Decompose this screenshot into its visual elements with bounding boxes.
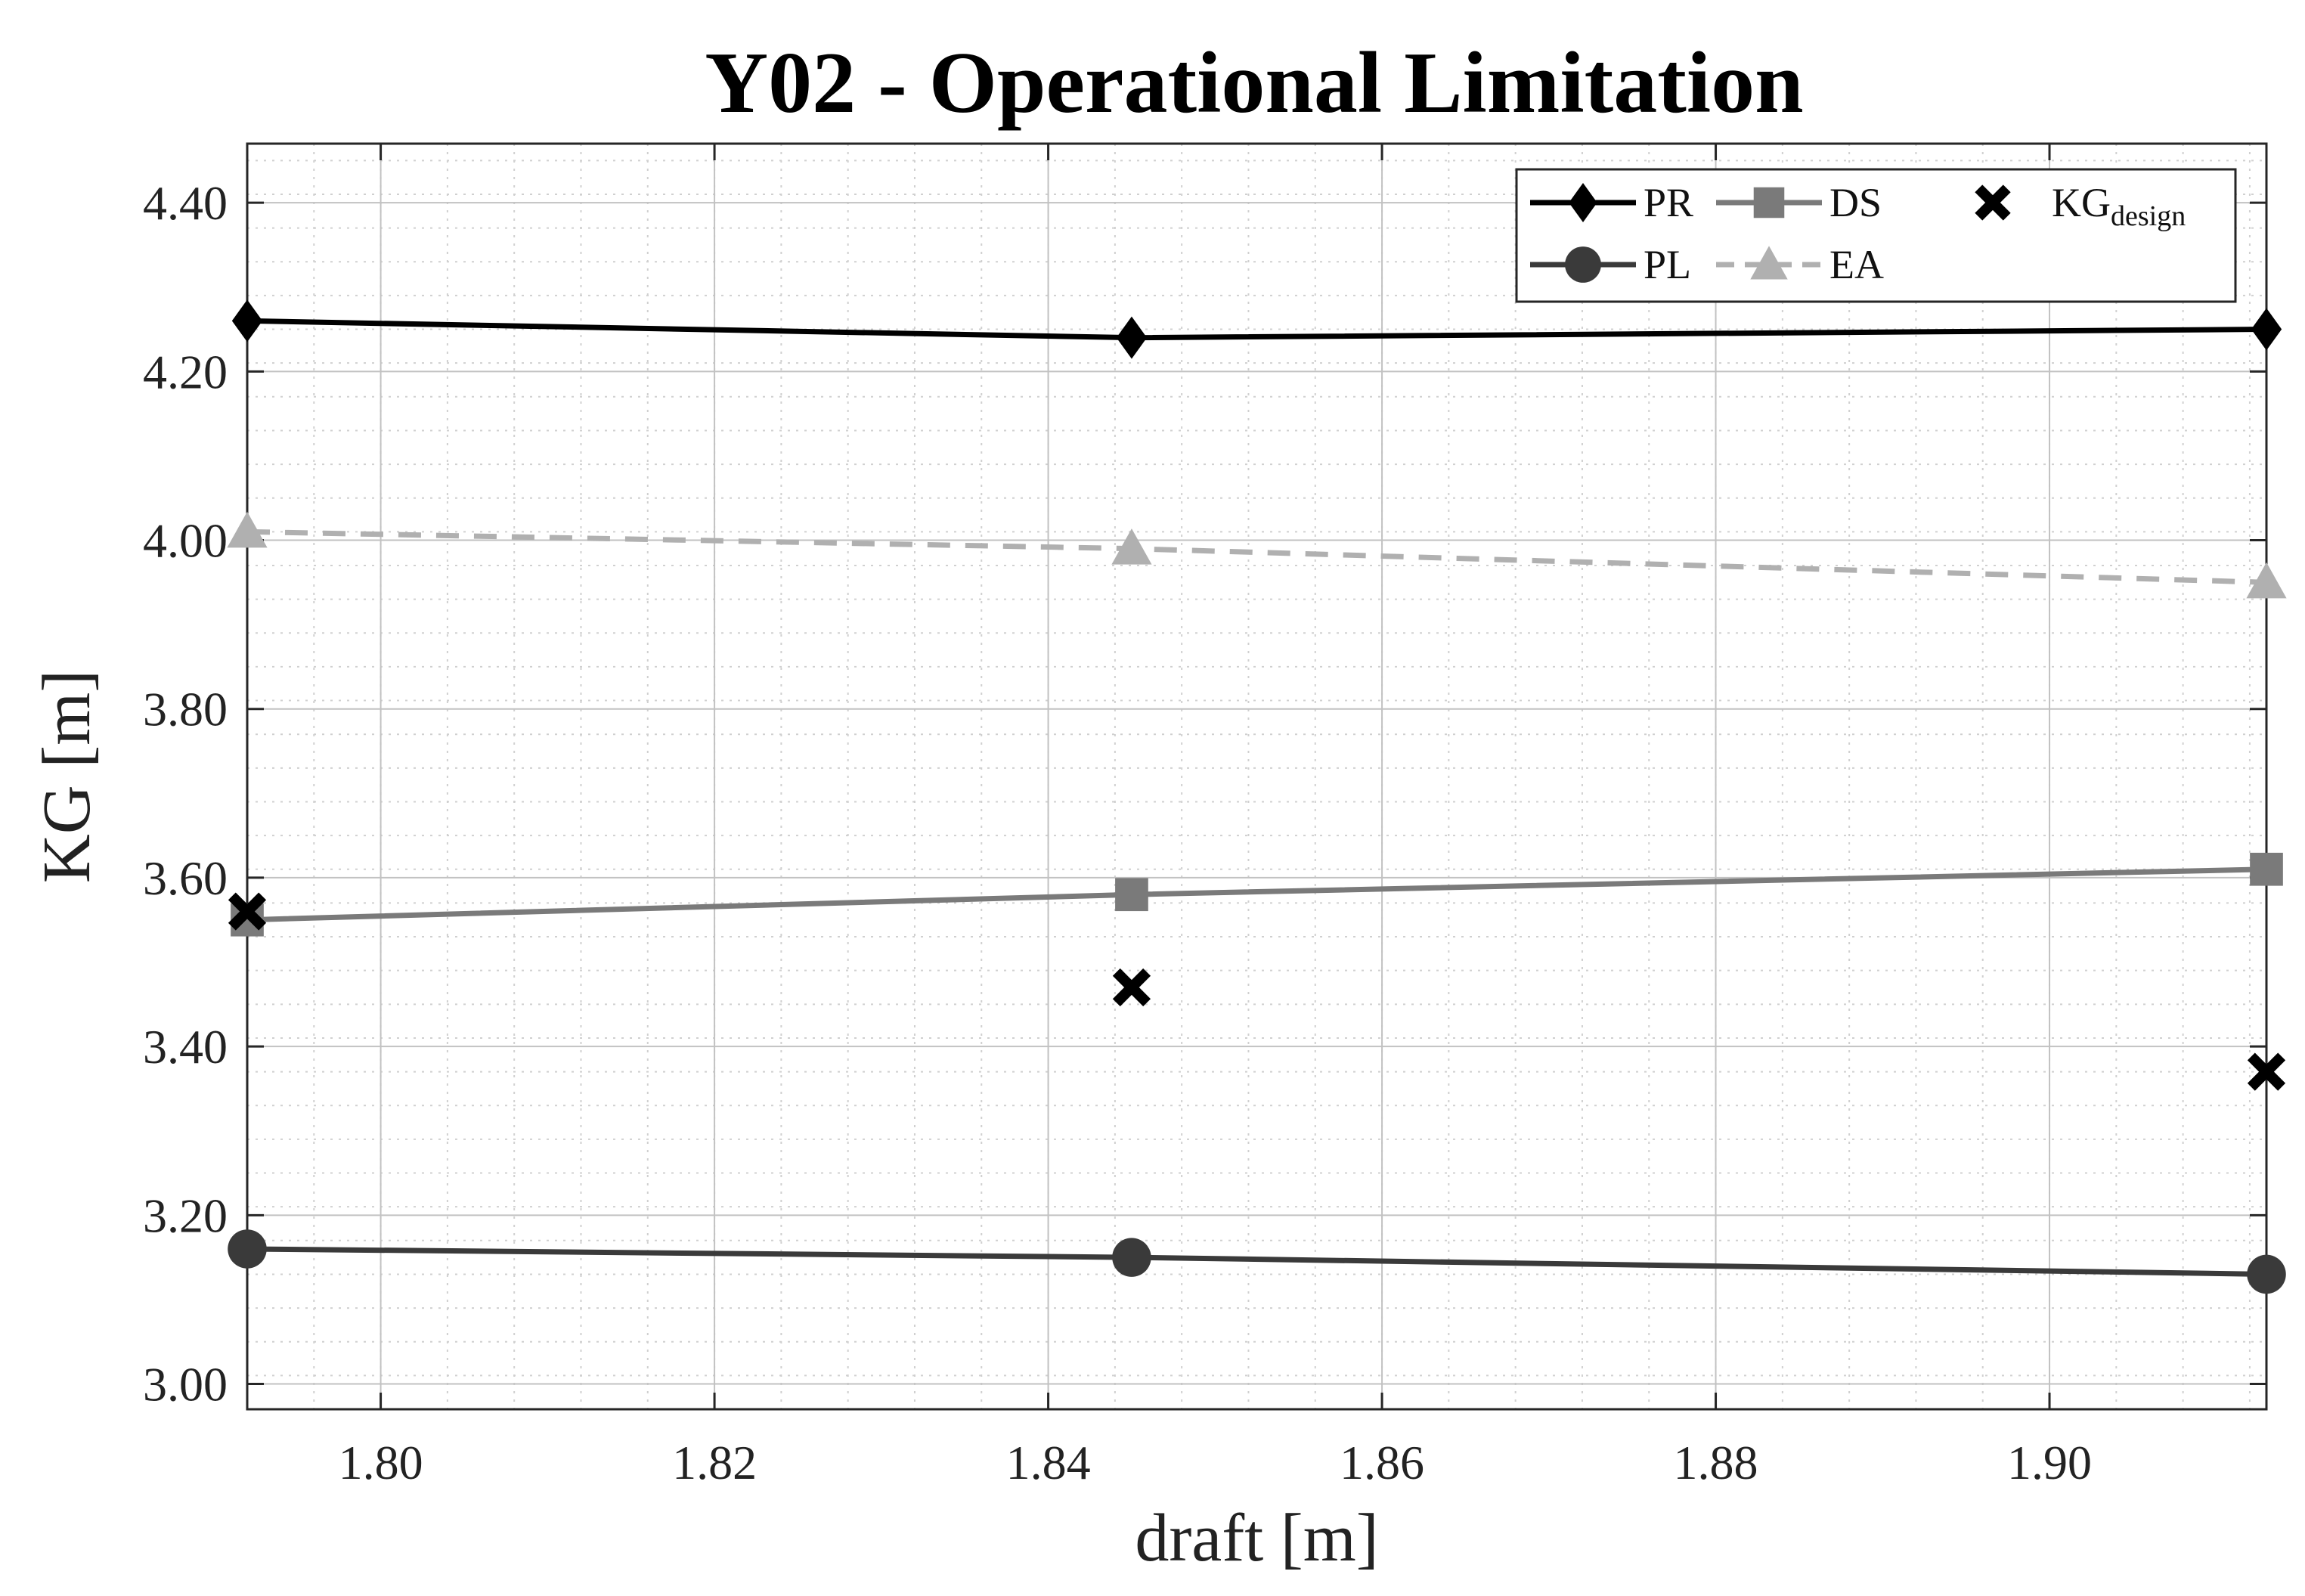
y-tick-label: 3.00 bbox=[143, 1358, 228, 1412]
data-point-ea bbox=[1111, 528, 1152, 565]
legend-label-pl: PL bbox=[1644, 242, 1691, 287]
legend-entry-pl: PL bbox=[1530, 242, 1691, 287]
data-point-kgdesign bbox=[1112, 968, 1151, 1007]
legend-entry-ea: EA bbox=[1716, 242, 1884, 287]
legend-label-ds: DS bbox=[1829, 180, 1882, 225]
legend-marker-ea bbox=[1750, 246, 1788, 280]
chart-title: Y02 - Operational Limitation bbox=[705, 35, 1803, 132]
data-point-pr bbox=[231, 299, 263, 342]
data-point-kgdesign bbox=[2247, 1052, 2286, 1091]
legend-label-ea: EA bbox=[1829, 242, 1884, 287]
series-pr bbox=[231, 299, 2282, 359]
x-tick-label: 1.88 bbox=[1674, 1436, 1758, 1489]
data-point-kgdesign bbox=[228, 892, 267, 931]
y-tick-label: 3.20 bbox=[143, 1188, 228, 1242]
series-ea bbox=[227, 511, 2287, 599]
legend-marker-pl bbox=[1565, 246, 1601, 283]
legend-marker-ds bbox=[1753, 187, 1785, 218]
data-point-ds bbox=[1115, 878, 1148, 912]
legend-label-pr: PR bbox=[1644, 180, 1693, 225]
legend-marker-kgdesign bbox=[1975, 184, 2011, 221]
data-point-pl bbox=[228, 1229, 267, 1269]
data-point-pl bbox=[2247, 1254, 2286, 1294]
data-point-ea bbox=[227, 511, 268, 548]
data-point-ea bbox=[2246, 562, 2287, 599]
x-tick-label: 1.82 bbox=[672, 1436, 757, 1489]
x-tick-label: 1.90 bbox=[2007, 1436, 2092, 1489]
y-axis-ticks: 3.00 3.20 3.40 3.60 3.80 4.00 4.20 4.40 bbox=[143, 176, 2266, 1412]
x-tick-label: 1.86 bbox=[1340, 1436, 1424, 1489]
data-point-pr bbox=[2251, 308, 2282, 351]
y-tick-label: 3.40 bbox=[143, 1020, 228, 1074]
x-axis-ticks: 1.80 1.82 1.84 1.86 1.88 1.90 bbox=[339, 144, 2092, 1489]
data-point-ds bbox=[2250, 852, 2283, 886]
y-tick-label: 3.60 bbox=[143, 851, 228, 905]
y-tick-label: 4.40 bbox=[143, 176, 228, 230]
plot-area bbox=[247, 144, 2266, 1409]
x-tick-label: 1.84 bbox=[1006, 1436, 1091, 1489]
y-tick-label: 4.00 bbox=[143, 514, 228, 568]
legend-entry-pr: PR bbox=[1530, 180, 1693, 225]
data-point-pl bbox=[1112, 1238, 1151, 1277]
plot-frame bbox=[246, 142, 2268, 1411]
legend-box bbox=[1515, 168, 2237, 303]
y-tick-label: 4.20 bbox=[143, 345, 228, 398]
legend-marker-pr bbox=[1569, 183, 1597, 222]
series-layer bbox=[227, 299, 2287, 1294]
legend-entry-ds: DS bbox=[1716, 180, 1882, 225]
x-tick-label: 1.80 bbox=[339, 1436, 423, 1489]
data-point-pr bbox=[1116, 316, 1148, 359]
legend-label-subscript: design bbox=[2111, 200, 2186, 232]
y-tick-label: 3.80 bbox=[143, 683, 228, 736]
series-kgdesign bbox=[228, 892, 2286, 1091]
y-axis-label: KG [m] bbox=[29, 670, 104, 883]
major-gridlines bbox=[247, 144, 2266, 1409]
x-axis-label: draft [m] bbox=[1135, 1501, 1378, 1576]
series-pl bbox=[228, 1229, 2286, 1294]
